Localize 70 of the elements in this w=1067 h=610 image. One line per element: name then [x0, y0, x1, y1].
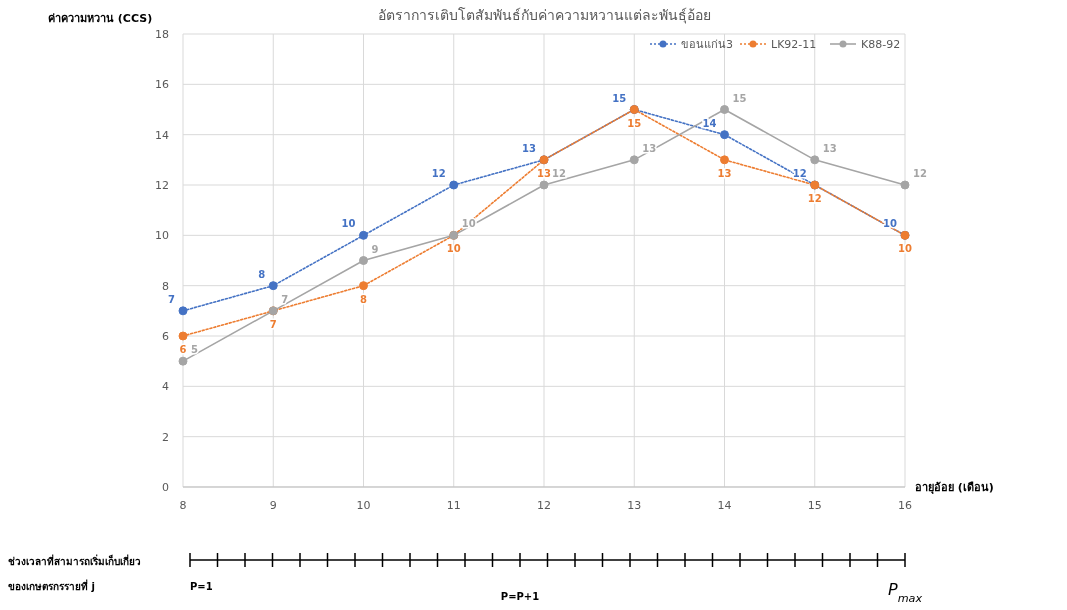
point	[178, 331, 188, 341]
legend-label: LK92-11	[771, 38, 817, 51]
data-label: 9	[371, 243, 379, 255]
point	[359, 230, 368, 240]
y-tick-label: 8	[162, 279, 169, 293]
data-label: 13	[717, 167, 732, 179]
data-label: 13	[822, 142, 837, 154]
y-tick-label: 4	[162, 380, 169, 394]
data-label: 15	[732, 92, 747, 104]
point	[810, 155, 820, 165]
point	[720, 105, 729, 114]
point	[720, 130, 729, 140]
x-tick-label: 9	[269, 499, 277, 512]
point	[720, 155, 729, 165]
data-label: 15	[627, 117, 642, 129]
legend-label: K88-92	[861, 38, 901, 51]
chart-title: อัตราการเติบโตสัมพันธ์กับค่าความหวานแต่ละพันธุ์อ้อย	[377, 7, 711, 24]
x-tick-label: 8	[179, 499, 187, 512]
y-axis-title: ค่าความหวาน (CCS)	[48, 12, 153, 25]
data-label: 12	[913, 168, 927, 179]
data-label: 6	[179, 344, 187, 355]
x-tick-label: 10	[356, 499, 371, 512]
data-label: 13	[522, 142, 537, 154]
text: P=1	[190, 581, 213, 592]
data-label: 10	[446, 243, 461, 255]
data-label: 12	[552, 168, 566, 179]
y-tick-label: 6	[162, 330, 169, 343]
data-label: 8	[258, 268, 266, 280]
x-tick-label: 11	[446, 499, 461, 512]
data-label: 12	[431, 168, 446, 179]
data-label: 7	[168, 293, 176, 305]
point	[178, 306, 188, 316]
point	[449, 180, 459, 190]
data-label: 10	[341, 218, 356, 230]
x-axis-title: อายุอ้อย (เดือน)	[915, 481, 994, 495]
y-tick-label: 0	[162, 481, 169, 494]
data-label: 13	[537, 167, 551, 179]
data-label: 15	[612, 92, 627, 104]
data-label: 12	[807, 193, 822, 204]
data-label: 7	[281, 293, 289, 305]
x-tick-label: 14	[717, 499, 732, 512]
point	[900, 180, 910, 190]
data-label: 5	[191, 344, 198, 356]
text: P$_{max}$	[887, 580, 923, 605]
point	[539, 180, 549, 190]
y-tick-label: 10	[155, 229, 169, 243]
data-label: 7	[269, 318, 277, 330]
point	[268, 281, 278, 291]
x-tick-label: 13	[627, 499, 642, 512]
x-tick-label: 12	[537, 499, 551, 512]
data-label: 10	[883, 218, 898, 230]
data-label: 10	[898, 243, 912, 255]
text: ของเกษตรกรรายที่ j	[8, 579, 95, 592]
y-tick-label: 14	[155, 128, 169, 142]
point	[629, 155, 639, 165]
legend-label: ขอนแก่น3	[681, 38, 733, 51]
y-tick-label: 2	[162, 430, 169, 444]
point	[178, 356, 188, 366]
data-label: 8	[360, 293, 368, 305]
text: ช่วงเวลาที่สามารถเริ่มเก็บเกี่ยว	[8, 554, 141, 567]
text: P=P+1	[500, 591, 540, 602]
x-tick-label: 16	[898, 499, 912, 512]
y-tick-label: 18	[155, 28, 169, 41]
y-tick-label: 16	[155, 78, 169, 92]
point	[359, 281, 368, 291]
point	[359, 256, 368, 265]
y-tick-label: 12	[155, 179, 169, 192]
data-label: 14	[702, 117, 717, 129]
x-tick-label: 15	[807, 499, 822, 512]
data-label: 12	[792, 168, 807, 179]
